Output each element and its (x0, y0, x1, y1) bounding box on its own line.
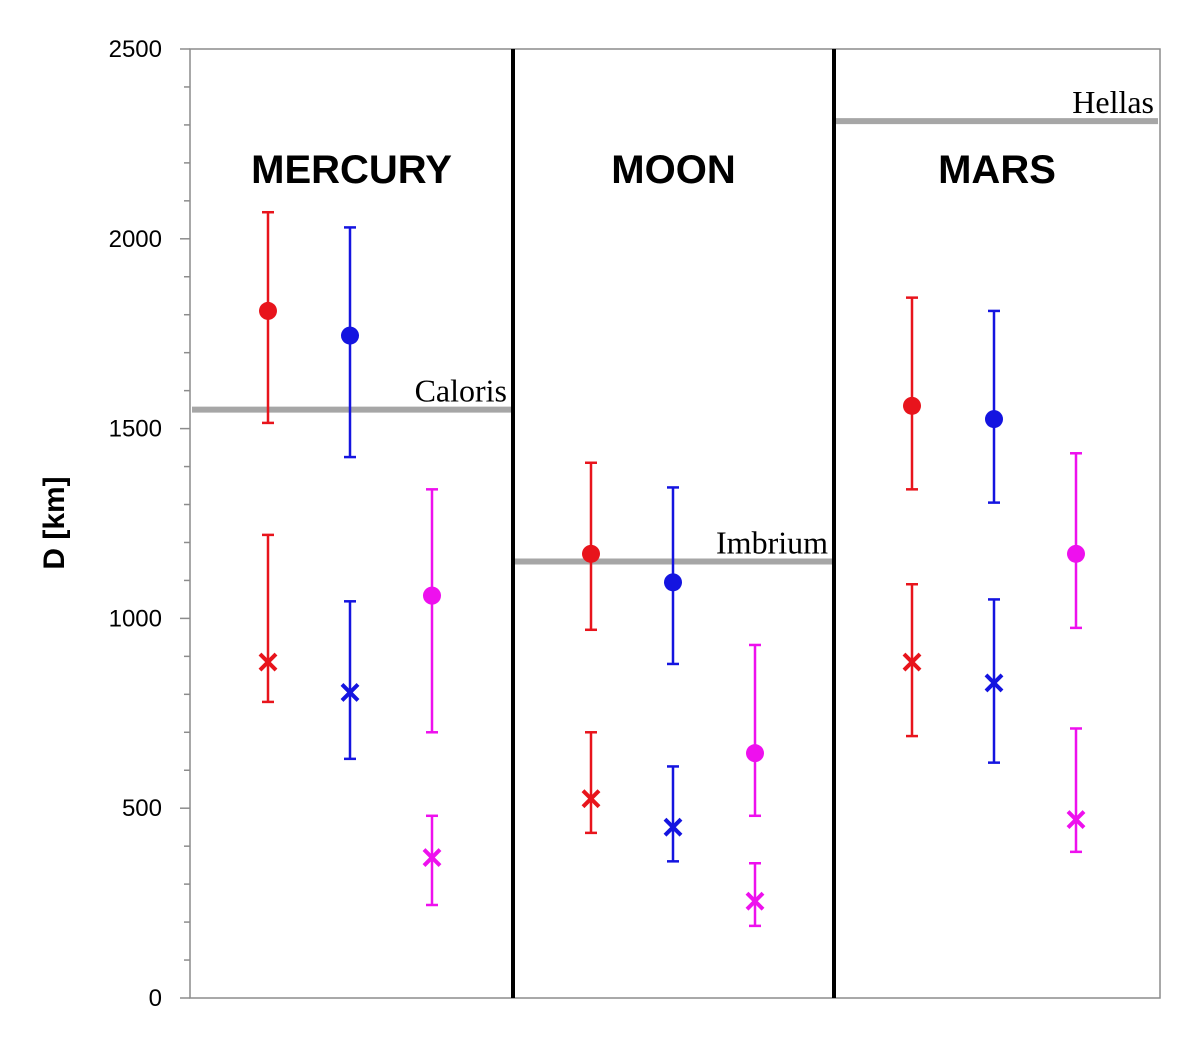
marker-circle (341, 326, 359, 345)
marker-circle (985, 410, 1003, 429)
reference-label-imbrium: Imbrium (716, 524, 828, 560)
marker-cross (1066, 810, 1086, 830)
reference-label-hellas: Hellas (1072, 84, 1154, 120)
marker-circle (582, 544, 600, 563)
y-tick-label: 1000 (109, 605, 162, 632)
panel-title-moon: MOON (611, 148, 735, 192)
data-point-mars-magenta-cross (1066, 727, 1086, 854)
reference-label-caloris: Caloris (415, 373, 507, 409)
marker-circle (259, 301, 277, 320)
data-point-mercury-magenta-cross (422, 814, 442, 907)
y-tick-label: 0 (149, 985, 162, 1012)
data-point-mars-red-circle (903, 296, 921, 491)
data-point-moon-magenta-circle (746, 643, 764, 818)
panel-title-mercury: MERCURY (251, 148, 452, 192)
marker-cross (902, 652, 922, 672)
data-point-mercury-red-circle (259, 210, 277, 425)
y-tick-label: 500 (122, 795, 162, 822)
marker-cross (663, 817, 683, 837)
data-points-layer (258, 210, 1086, 928)
marker-circle (423, 586, 441, 605)
plot-area-border (189, 48, 1161, 999)
data-point-moon-blue-cross (663, 765, 683, 863)
marker-cross (581, 789, 601, 809)
data-point-mars-magenta-circle (1067, 452, 1085, 630)
data-point-moon-red-circle (582, 461, 600, 632)
data-point-mercury-red-cross (258, 533, 278, 704)
plot-frame-layer (189, 48, 1161, 999)
panel-titles-layer: MERCURY MOON MARS (251, 148, 1056, 192)
data-point-moon-blue-circle (664, 486, 682, 666)
y-tick-label: 1500 (109, 416, 162, 443)
marker-cross (745, 891, 765, 911)
data-point-mars-red-cross (902, 582, 922, 738)
marker-circle (1067, 544, 1085, 563)
data-point-moon-red-cross (581, 731, 601, 835)
data-point-mars-blue-cross (984, 598, 1004, 764)
data-point-moon-magenta-cross (745, 861, 765, 928)
y-tick-label: 2500 (109, 36, 162, 63)
reference-lines-layer: Caloris Imbrium Hellas (192, 84, 1158, 565)
marker-cross (258, 652, 278, 672)
marker-circle (903, 396, 921, 415)
y-axis-label: D [km] (38, 476, 71, 569)
panel-title-mars: MARS (938, 148, 1056, 192)
data-point-mercury-blue-circle (341, 226, 359, 459)
data-point-mercury-blue-cross (340, 600, 360, 761)
marker-cross (984, 673, 1004, 693)
marker-circle (746, 744, 764, 763)
marker-cross (422, 848, 442, 867)
marker-circle (664, 573, 682, 592)
marker-cross (340, 683, 360, 702)
y-axis-layer: 0 500 1000 1500 2000 2500 (109, 36, 190, 1012)
data-point-mercury-magenta-circle (423, 488, 441, 734)
data-point-mars-blue-circle (985, 309, 1003, 504)
y-tick-label: 2000 (109, 226, 162, 253)
